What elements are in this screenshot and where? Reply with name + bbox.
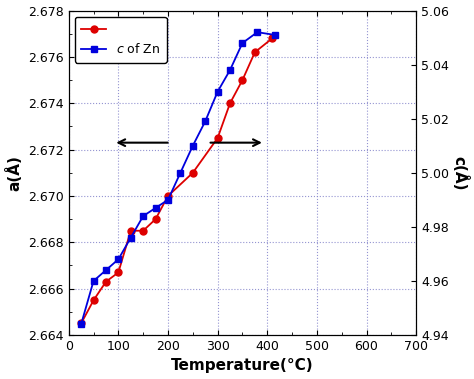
- c of Zn: [190, 144, 196, 148]
- a of Zn: [252, 50, 258, 55]
- Legend: , $\it{c}$ of Zn: , $\it{c}$ of Zn: [75, 17, 167, 63]
- c of Zn: [91, 279, 96, 283]
- Line: c of Zn: c of Zn: [78, 29, 278, 328]
- c of Zn: [78, 322, 84, 326]
- a of Zn: [239, 78, 245, 82]
- a of Zn: [215, 136, 220, 140]
- a of Zn: [190, 171, 196, 175]
- a of Zn: [269, 36, 275, 41]
- c of Zn: [239, 41, 245, 45]
- a of Zn: [116, 270, 121, 275]
- a of Zn: [78, 321, 84, 326]
- Line: a of Zn: a of Zn: [78, 35, 276, 327]
- a of Zn: [227, 101, 233, 105]
- a of Zn: [103, 279, 109, 284]
- c of Zn: [103, 268, 109, 273]
- c of Zn: [153, 206, 158, 210]
- a of Zn: [165, 194, 171, 198]
- Y-axis label: a(Å): a(Å): [6, 155, 23, 191]
- c of Zn: [215, 89, 220, 94]
- a of Zn: [91, 298, 96, 302]
- c of Zn: [140, 214, 146, 218]
- a of Zn: [140, 229, 146, 233]
- c of Zn: [227, 68, 233, 72]
- a of Zn: [128, 229, 134, 233]
- Y-axis label: c(Å): c(Å): [451, 155, 468, 190]
- c of Zn: [202, 119, 208, 124]
- c of Zn: [116, 257, 121, 262]
- c of Zn: [255, 30, 260, 34]
- c of Zn: [272, 33, 278, 37]
- c of Zn: [178, 171, 183, 175]
- a of Zn: [153, 217, 158, 221]
- c of Zn: [128, 235, 134, 240]
- X-axis label: Temperature(°C): Temperature(°C): [171, 359, 314, 373]
- c of Zn: [165, 197, 171, 202]
